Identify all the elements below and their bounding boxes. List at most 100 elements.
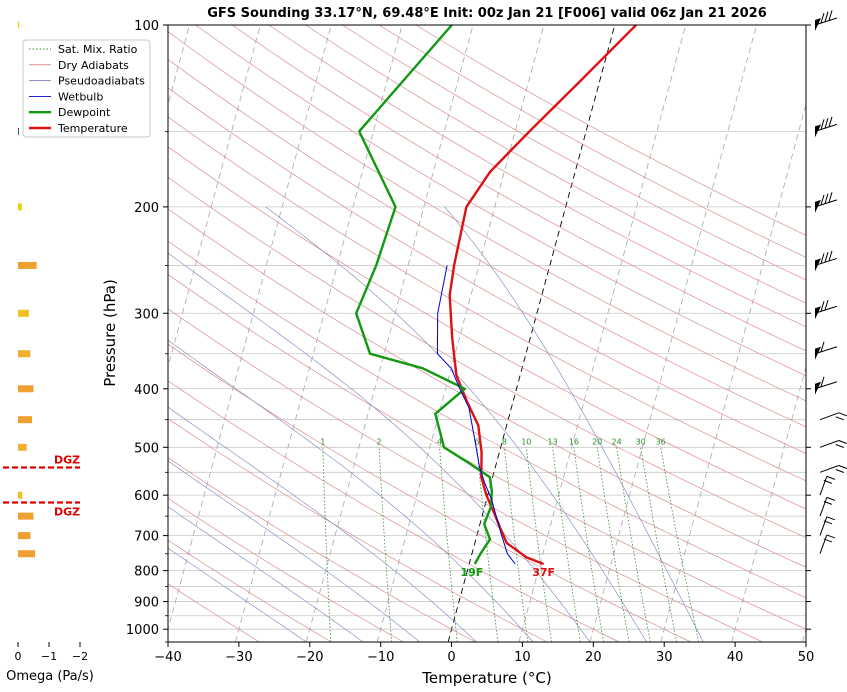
barb-staff	[814, 305, 838, 314]
mixing-ratio-line	[616, 447, 651, 642]
x-tick-label: 30	[656, 650, 673, 665]
isotherm	[518, 25, 687, 642]
mixing-ratio-line	[476, 447, 499, 642]
wind-barb	[819, 475, 836, 496]
moist-adiabat	[168, 252, 591, 642]
x-tick-label: 10	[514, 650, 531, 665]
dry-adiabat	[168, 308, 763, 642]
x-tick-label: −10	[367, 650, 394, 665]
mixing-ratio-line	[504, 447, 529, 642]
dgz-label: DGZ	[54, 454, 80, 467]
moist-adiabat	[168, 406, 477, 642]
temperature-line	[448, 25, 637, 566]
barb-flag	[820, 253, 825, 264]
legend-label: Pseudoadiabats	[58, 75, 145, 88]
barb-staff	[814, 17, 838, 26]
barb-staff	[819, 497, 828, 517]
barb-flag	[820, 12, 825, 24]
moist-adiabat	[444, 206, 704, 642]
omega-bar	[18, 350, 31, 358]
x-axis-label: Temperature (°C)	[421, 669, 551, 687]
isotherm	[376, 25, 545, 642]
barb-staff	[814, 257, 838, 266]
wind-barb	[819, 496, 836, 517]
barb-flag	[824, 251, 829, 263]
omega-axis-label: Omega (Pa/s)	[6, 669, 94, 684]
dry-adiabat	[305, 25, 806, 304]
omega-panel: 0 −1 −2 DGZ DGZ	[3, 21, 88, 663]
legend-label: Sat. Mix. Ratio	[58, 43, 138, 56]
mixing-ratio-label: 36	[656, 437, 666, 446]
omega-bar	[18, 261, 37, 269]
wind-barb	[814, 341, 838, 360]
barb-flag	[828, 192, 833, 203]
mixing-ratio-line	[378, 447, 393, 642]
wind-barb	[819, 440, 847, 448]
data-series: 1 2 4 6 8 10 13 16 20 24 30 36	[320, 25, 666, 566]
dry-adiabat	[168, 116, 806, 482]
x-tick-label: −20	[296, 650, 323, 665]
moist-adiabat	[168, 339, 534, 642]
wind-barb	[814, 299, 838, 320]
isotherm	[234, 25, 403, 642]
barb-flag	[823, 538, 833, 543]
y-tick-label: 1000	[126, 623, 159, 638]
x-tick-label: 40	[727, 650, 744, 665]
barb-flag	[824, 117, 829, 129]
omega-bar	[18, 512, 34, 520]
mixing-ratio-label: 24	[612, 437, 622, 446]
barb-flag	[838, 412, 847, 417]
y-tick-label: 200	[134, 201, 159, 216]
omega-bar	[18, 385, 34, 393]
dry-adiabat	[342, 25, 806, 281]
barb-flag	[826, 516, 836, 521]
barb-pennant	[815, 18, 821, 31]
mixing-ratio-label: 1	[320, 437, 325, 446]
dry-adiabat	[168, 583, 260, 642]
barb-flag	[823, 500, 833, 505]
mixing-ratio-line	[640, 447, 678, 642]
omega-bar	[18, 416, 32, 424]
barb-flag	[824, 11, 829, 22]
mixing-ratio-line	[322, 447, 332, 642]
barb-pennant	[815, 381, 821, 395]
mixing-ratio-line	[660, 447, 700, 642]
dry-adiabat	[168, 457, 476, 642]
barb-staff	[814, 123, 838, 132]
dry-adiabat	[168, 31, 806, 402]
wind-barb	[814, 192, 838, 213]
wind-barb	[819, 534, 836, 554]
dry-adiabat	[168, 380, 620, 642]
barb-staff	[819, 412, 839, 421]
surface-temperature-label: 37F	[532, 566, 555, 579]
dry-adiabat	[268, 25, 806, 328]
mixing-ratio-label: 13	[548, 437, 558, 446]
omega-bar	[18, 21, 20, 29]
dry-adiabat	[168, 539, 332, 642]
wind-barb	[814, 376, 838, 395]
barb-pennant	[815, 346, 821, 360]
surface-dewpoint-label: 19F	[460, 566, 483, 579]
dry-adiabat	[378, 25, 806, 258]
y-tick-label: 800	[134, 565, 159, 580]
barb-flag	[820, 194, 825, 206]
barb-flag	[826, 496, 836, 501]
dry-adiabat	[168, 343, 692, 642]
wind-barbs	[814, 10, 847, 554]
background-lines	[168, 25, 806, 642]
dry-adiabat	[168, 87, 806, 454]
barb-staff	[819, 534, 828, 554]
y-tick-label: 700	[134, 530, 159, 545]
barb-pennant	[815, 306, 821, 320]
wind-barb	[814, 116, 838, 138]
isotherm	[802, 627, 806, 642]
barb-staff	[819, 476, 828, 496]
y-tick-label: 600	[134, 489, 159, 504]
omega-tick-label: −2	[72, 650, 88, 663]
isotherm	[305, 25, 474, 642]
legend-label: Temperature	[57, 122, 128, 135]
moist-adiabat	[168, 547, 307, 642]
barb-staff	[814, 381, 838, 390]
barb-staff	[819, 440, 839, 448]
x-tick-label: 0	[447, 650, 455, 665]
